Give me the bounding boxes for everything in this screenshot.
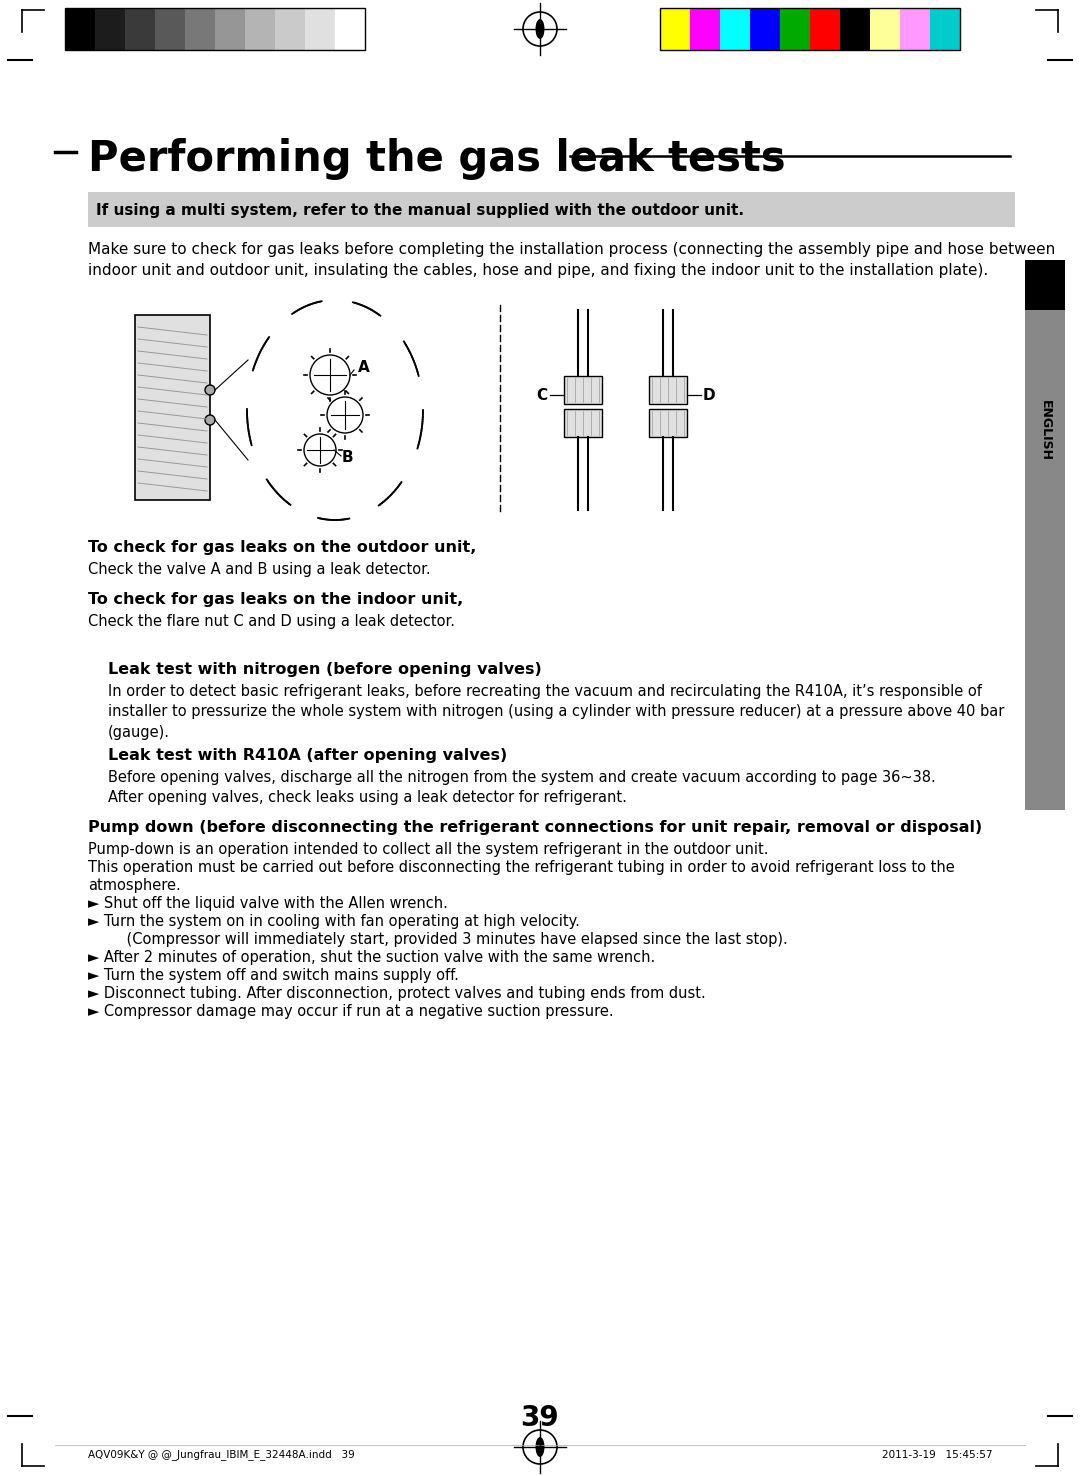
Text: ► Shut off the liquid valve with the Allen wrench.: ► Shut off the liquid valve with the All… [87, 896, 448, 911]
Bar [649, 409, 687, 437]
Text: Pump-down is an operation intended to collect all the system refrigerant in the : Pump-down is an operation intended to co… [87, 841, 769, 858]
Bar [780, 7, 810, 50]
Bar [305, 7, 335, 50]
Text: A: A [357, 360, 369, 375]
Bar [649, 376, 687, 404]
Bar [335, 7, 365, 50]
Circle shape [205, 385, 215, 396]
Bar [65, 7, 365, 50]
Text: atmosphere.: atmosphere. [87, 878, 180, 893]
Text: Check the valve A and B using a leak detector.: Check the valve A and B using a leak det… [87, 562, 431, 577]
Bar [95, 7, 125, 50]
Text: ENGLISH: ENGLISH [1039, 400, 1052, 461]
Text: C: C [537, 388, 548, 403]
Text: Check the flare nut C and D using a leak detector.: Check the flare nut C and D using a leak… [87, 614, 455, 629]
Text: 39: 39 [521, 1404, 559, 1432]
Bar [750, 7, 780, 50]
Text: ► After 2 minutes of operation, shut the suction valve with the same wrench.: ► After 2 minutes of operation, shut the… [87, 951, 656, 965]
Text: 2011-3-19   15:45:57: 2011-3-19 15:45:57 [881, 1449, 993, 1460]
Text: ► Compressor damage may occur if run at a negative suction pressure.: ► Compressor damage may occur if run at … [87, 1004, 613, 1018]
Bar [690, 7, 720, 50]
Circle shape [205, 415, 215, 425]
Bar [275, 7, 305, 50]
Text: To check for gas leaks on the outdoor unit,: To check for gas leaks on the outdoor un… [87, 540, 476, 555]
Bar [125, 7, 156, 50]
Text: (Compressor will immediately start, provided 3 minutes have elapsed since the la: (Compressor will immediately start, prov… [108, 931, 787, 948]
Bar [1025, 260, 1065, 310]
Text: In order to detect basic refrigerant leaks, before recreating the vacuum and rec: In order to detect basic refrigerant lea… [108, 683, 1004, 739]
Ellipse shape [536, 19, 544, 38]
Ellipse shape [536, 1438, 544, 1457]
Text: Performing the gas leak tests: Performing the gas leak tests [87, 137, 785, 180]
Text: ► Turn the system off and switch mains supply off.: ► Turn the system off and switch mains s… [87, 968, 459, 983]
Bar [65, 7, 95, 50]
Bar [156, 7, 185, 50]
Text: If using a multi system, refer to the manual supplied with the outdoor unit.: If using a multi system, refer to the ma… [96, 204, 744, 218]
Text: Leak test with nitrogen (before opening valves): Leak test with nitrogen (before opening … [108, 663, 542, 677]
Bar [1025, 310, 1065, 559]
Bar [840, 7, 870, 50]
Bar [870, 7, 900, 50]
Bar [564, 376, 602, 404]
Bar [185, 7, 215, 50]
Text: To check for gas leaks on the indoor unit,: To check for gas leaks on the indoor uni… [87, 592, 463, 607]
Text: Leak test with R410A (after opening valves): Leak test with R410A (after opening valv… [108, 748, 508, 763]
Text: ► Disconnect tubing. After disconnection, protect valves and tubing ends from du: ► Disconnect tubing. After disconnection… [87, 986, 705, 1001]
Text: Make sure to check for gas leaks before completing the installation process (con: Make sure to check for gas leaks before … [87, 242, 1055, 277]
Bar [720, 7, 750, 50]
Text: ► Turn the system on in cooling with fan operating at high velocity.: ► Turn the system on in cooling with fan… [87, 914, 580, 928]
Bar [810, 7, 840, 50]
Bar [930, 7, 960, 50]
Text: B: B [342, 450, 353, 465]
Text: This operation must be carried out before disconnecting the refrigerant tubing i: This operation must be carried out befor… [87, 861, 955, 875]
Bar [900, 7, 930, 50]
Text: Before opening valves, discharge all the nitrogen from the system and create vac: Before opening valves, discharge all the… [108, 770, 935, 806]
Bar [1025, 310, 1065, 810]
Bar [245, 7, 275, 50]
Bar [87, 192, 1015, 227]
Bar [135, 314, 210, 500]
Text: AQV09K&Y @ @_Jungfrau_IBIM_E_32448A.indd   39: AQV09K&Y @ @_Jungfrau_IBIM_E_32448A.indd… [87, 1449, 354, 1460]
Bar [660, 7, 690, 50]
Text: Pump down (before disconnecting the refrigerant connections for unit repair, rem: Pump down (before disconnecting the refr… [87, 821, 982, 835]
Bar [564, 409, 602, 437]
Bar [660, 7, 960, 50]
Text: D: D [703, 388, 715, 403]
Bar [215, 7, 245, 50]
